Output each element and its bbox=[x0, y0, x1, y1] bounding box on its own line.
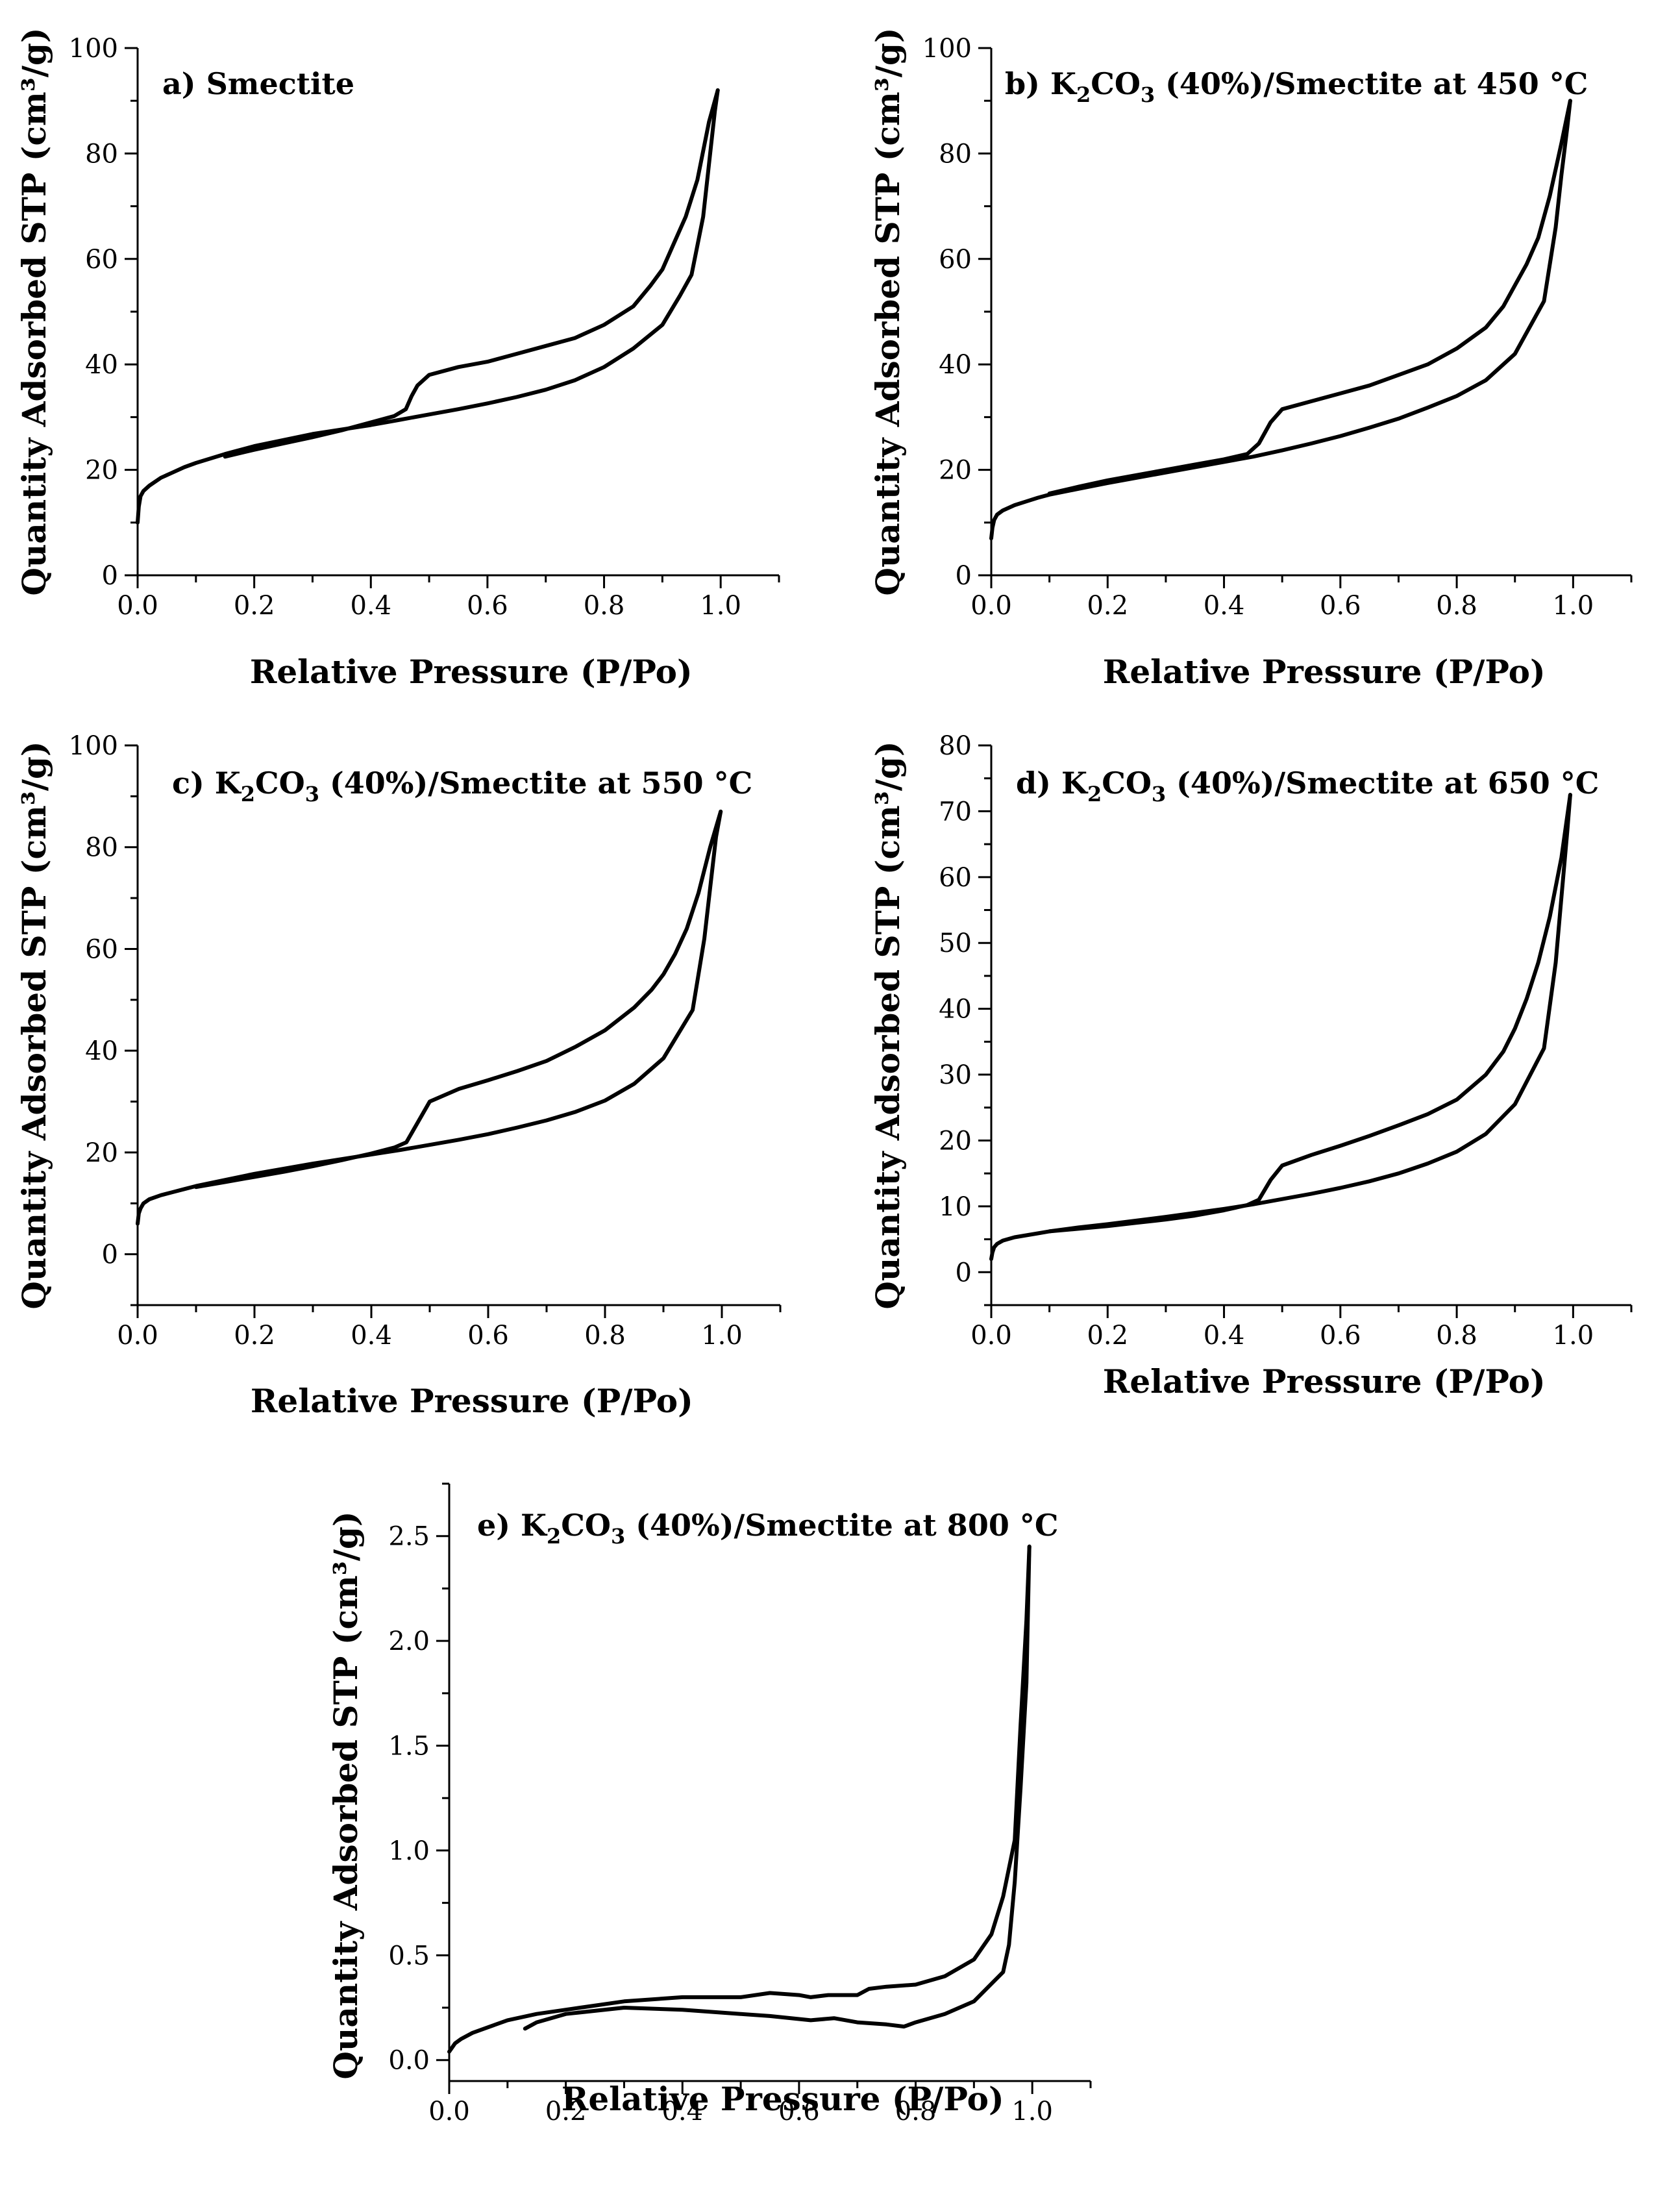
y-tick-label: 0.0 bbox=[388, 2046, 430, 2076]
x-tick-label: 0.4 bbox=[661, 2097, 703, 2126]
y-tick-label: 60 bbox=[85, 245, 118, 275]
x-tick-label: 0.0 bbox=[428, 2097, 470, 2126]
y-axis-title: Quantity Adsorbed STP (cm³/g) bbox=[869, 741, 907, 1309]
y-tick-label: 2.0 bbox=[388, 1627, 430, 1656]
x-tick-label: 0.8 bbox=[895, 2097, 937, 2126]
x-tick-label: 0.6 bbox=[467, 1321, 509, 1351]
x-tick-label: 0.0 bbox=[117, 591, 158, 621]
y-axis-title: Quantity Adsorbed STP (cm³/g) bbox=[869, 27, 907, 595]
x-tick-label: 0.4 bbox=[1204, 591, 1245, 621]
x-tick-label: 0.0 bbox=[117, 1321, 158, 1351]
x-tick-label: 0.2 bbox=[234, 1321, 275, 1351]
x-tick-label: 0.2 bbox=[234, 591, 275, 621]
y-tick-label: 20 bbox=[939, 456, 972, 486]
y-tick-label: 40 bbox=[85, 1036, 118, 1066]
chart-panel-b: 0.0 0.2 0.4 0.6 0.8 1.0 0 20 40 60 80 100 b) K2CO3 (… bbox=[869, 27, 1633, 691]
series-desorption-line bbox=[194, 809, 723, 1190]
series-adsorption-line bbox=[989, 793, 1572, 1261]
x-axis-title: Relative Pressure (P/Po) bbox=[251, 1382, 693, 1420]
y-tick-label: 0.5 bbox=[388, 1941, 430, 1971]
chart-title: d) K2CO3 (40%)/Smectite at 650 °C bbox=[1016, 766, 1599, 806]
series-desorption-line bbox=[223, 88, 720, 459]
x-tick-label: 1.0 bbox=[1553, 591, 1594, 621]
y-tick-label: 80 bbox=[85, 139, 118, 169]
y-tick-label: 0 bbox=[956, 561, 972, 591]
x-tick-label: 0.8 bbox=[584, 1321, 626, 1351]
y-tick-label: 0 bbox=[956, 1258, 972, 1288]
y-tick-label: 60 bbox=[939, 863, 972, 893]
y-tick-label: 80 bbox=[939, 731, 972, 761]
chart-panel-d: 0.0 0.2 0.4 0.6 0.8 1.0 0 10 20 30 40 50 60 70 80 d) K2… bbox=[869, 731, 1633, 1401]
chart-title: b) K2CO3 (40%)/Smectite at 450 °C bbox=[1005, 66, 1588, 107]
series-adsorption-line bbox=[136, 88, 720, 525]
series-desorption-line bbox=[523, 1544, 1031, 2031]
x-axis-title: Relative Pressure (P/Po) bbox=[250, 653, 693, 691]
y-tick-label: 100 bbox=[922, 34, 972, 64]
y-tick-label: 60 bbox=[939, 245, 972, 275]
x-tick-label: 1.0 bbox=[700, 591, 741, 621]
x-tick-label: 0.6 bbox=[1320, 1321, 1361, 1351]
chart-panel-c: 0.0 0.2 0.4 0.6 0.8 1.0 0 20 40 60 80 100 c) K2CO3 (… bbox=[15, 731, 782, 1420]
x-tick-label: 0.8 bbox=[1436, 591, 1477, 621]
y-tick-label: 100 bbox=[69, 731, 118, 761]
y-tick-label: 0 bbox=[102, 1240, 118, 1270]
x-axis-title: Relative Pressure (P/Po) bbox=[1103, 653, 1546, 691]
chart-panel-a: 0.0 0.2 0.4 0.6 0.8 1.0 0 20 40 60 80 100 a) Smectit… bbox=[15, 27, 780, 691]
x-tick-label: 0.6 bbox=[467, 591, 508, 621]
chart-panel-e: 0.0 0.2 0.4 0.6 0.8 1.0 0.0 0.5 1.0 1.5 2.0 2.5 e) K… bbox=[327, 1482, 1092, 2126]
y-tick-label: 40 bbox=[939, 350, 972, 380]
x-tick-label: 0.2 bbox=[1087, 591, 1128, 621]
chart-title: e) K2CO3 (40%)/Smectite at 800 °C bbox=[477, 1508, 1058, 1549]
y-tick-label: 70 bbox=[939, 797, 972, 827]
series-desorption-line bbox=[1047, 793, 1572, 1234]
x-tick-label: 0.0 bbox=[970, 1321, 1012, 1351]
chart-title: a) Smectite bbox=[162, 66, 354, 101]
x-tick-label: 0.2 bbox=[545, 2097, 587, 2126]
y-tick-label: 2.5 bbox=[388, 1522, 430, 1552]
y-tick-label: 50 bbox=[939, 929, 972, 958]
x-tick-label: 0.0 bbox=[970, 591, 1012, 621]
x-tick-label: 0.4 bbox=[351, 1321, 392, 1351]
series-adsorption-line bbox=[136, 809, 723, 1226]
y-tick-label: 0 bbox=[102, 561, 118, 591]
series-adsorption-line bbox=[447, 1544, 1031, 2054]
y-tick-label: 1.5 bbox=[388, 1732, 430, 1762]
series-desorption-line bbox=[1047, 99, 1572, 496]
x-axis-title: Relative Pressure (P/Po) bbox=[562, 2080, 1004, 2118]
y-tick-label: 60 bbox=[85, 934, 118, 964]
y-tick-label: 10 bbox=[939, 1192, 972, 1222]
x-tick-label: 1.0 bbox=[701, 1321, 743, 1351]
x-tick-label: 1.0 bbox=[1011, 2097, 1053, 2126]
x-tick-label: 0.4 bbox=[1204, 1321, 1245, 1351]
x-tick-label: 0.8 bbox=[584, 591, 625, 621]
y-axis-title: Quantity Adsorbed STP (cm³/g) bbox=[327, 1511, 365, 2079]
y-tick-label: 80 bbox=[85, 833, 118, 863]
x-tick-label: 0.6 bbox=[1320, 591, 1361, 621]
y-axis-title: Quantity Adsorbed STP (cm³/g) bbox=[15, 741, 53, 1309]
y-tick-label: 40 bbox=[939, 995, 972, 1025]
y-tick-label: 100 bbox=[69, 34, 118, 64]
y-tick-label: 30 bbox=[939, 1060, 972, 1090]
x-tick-label: 0.4 bbox=[350, 591, 391, 621]
y-tick-label: 40 bbox=[85, 350, 118, 380]
x-tick-label: 1.0 bbox=[1553, 1321, 1594, 1351]
x-tick-label: 0.8 bbox=[1436, 1321, 1477, 1351]
y-tick-label: 20 bbox=[85, 456, 118, 486]
y-axis-title: Quantity Adsorbed STP (cm³/g) bbox=[15, 27, 53, 595]
x-tick-label: 0.2 bbox=[1087, 1321, 1128, 1351]
y-tick-label: 1.0 bbox=[388, 1836, 430, 1866]
y-tick-label: 20 bbox=[85, 1138, 118, 1168]
series-adsorption-line bbox=[989, 99, 1572, 541]
x-tick-label: 0.6 bbox=[778, 2097, 820, 2126]
y-tick-label: 20 bbox=[939, 1126, 972, 1156]
x-axis-title: Relative Pressure (P/Po) bbox=[1103, 1362, 1546, 1401]
chart-title: c) K2CO3 (40%)/Smectite at 550 °C bbox=[172, 766, 752, 806]
y-tick-label: 80 bbox=[939, 139, 972, 169]
